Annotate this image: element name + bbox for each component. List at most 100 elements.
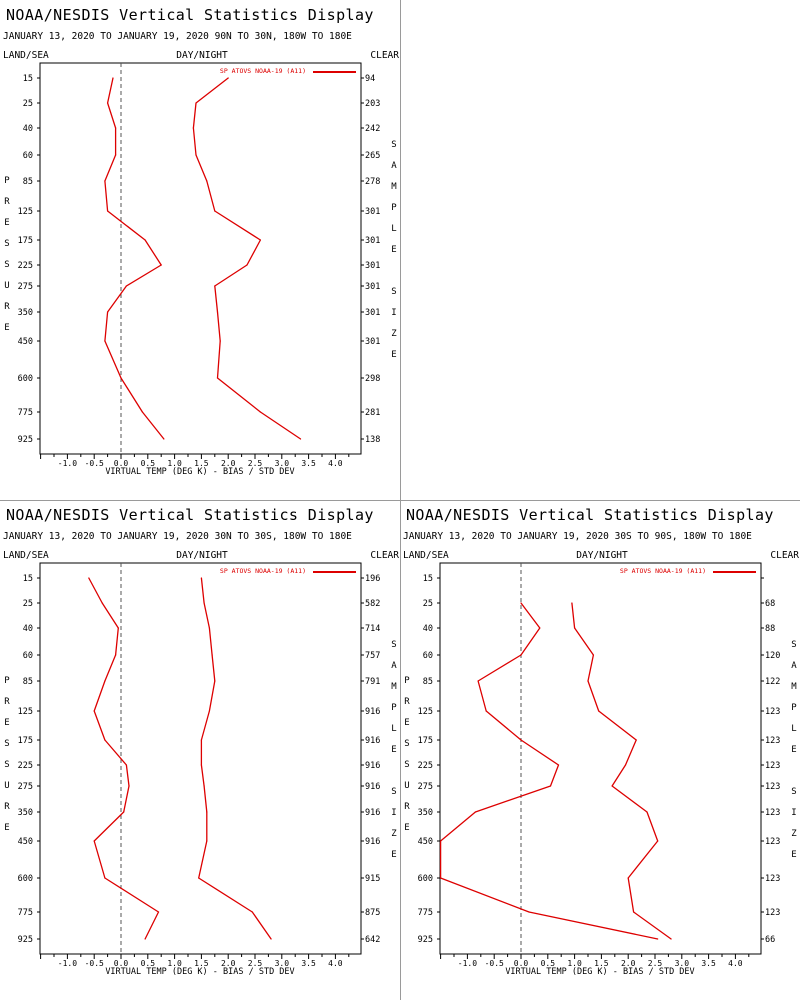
bias-point bbox=[115, 654, 117, 656]
std-dev-point bbox=[216, 311, 219, 313]
panel-3: NOAA/NESDIS Vertical Statistics Display J… bbox=[403, 506, 799, 977]
pressure-level-label: 775 bbox=[418, 908, 433, 918]
pressure-axis-letter: U bbox=[4, 281, 9, 291]
pressure-level-label: 25 bbox=[423, 599, 433, 609]
sample-size-label: 916 bbox=[365, 736, 380, 746]
sample-size-label: 915 bbox=[365, 874, 380, 884]
pressure-level-label: 85 bbox=[23, 677, 33, 687]
sample-size-label: 278 bbox=[365, 177, 380, 187]
x-tick-label: 1.5 bbox=[194, 959, 209, 968]
x-tick-label: -0.5 bbox=[85, 459, 104, 468]
pressure-level-label: 60 bbox=[423, 651, 433, 661]
std-dev-point bbox=[611, 785, 613, 787]
sample-size-label: 916 bbox=[365, 707, 380, 717]
pressure-level-label: 225 bbox=[18, 261, 33, 271]
x-tick-label: 1.0 bbox=[167, 459, 182, 468]
legend-label: SP ATOVS NOAA-19 (A11) bbox=[620, 567, 706, 575]
sample-size-label: 122 bbox=[765, 677, 780, 687]
pressure-level-label: 275 bbox=[418, 782, 433, 792]
std-dev-point bbox=[587, 680, 589, 682]
std-dev-point bbox=[195, 102, 197, 104]
sample-size-axis-letter: A bbox=[391, 161, 397, 171]
panel-1: NOAA/NESDIS Vertical Statistics Display J… bbox=[3, 6, 399, 477]
bias-point bbox=[128, 785, 130, 787]
sample-size-axis-letter: P bbox=[391, 703, 397, 713]
std-dev-point bbox=[206, 811, 208, 813]
sample-size-axis-letter: M bbox=[391, 682, 397, 692]
bias-point bbox=[557, 764, 560, 766]
std-dev-point bbox=[624, 764, 627, 766]
pressure-level-label: 775 bbox=[18, 908, 33, 918]
std-dev-point bbox=[670, 938, 672, 940]
bias-point bbox=[107, 311, 109, 313]
bias-point bbox=[539, 627, 541, 629]
sample-size-label: 791 bbox=[365, 677, 380, 687]
pressure-level-label: 275 bbox=[18, 782, 33, 792]
bias-point bbox=[485, 710, 487, 712]
sample-size-label: 203 bbox=[365, 99, 380, 109]
x-tick-label: 3.0 bbox=[275, 959, 290, 968]
sample-size-label: 281 bbox=[365, 408, 380, 418]
sample-size-axis-letter: I bbox=[391, 808, 396, 818]
pressure-level-label: 40 bbox=[23, 624, 33, 634]
x-tick-label: 1.0 bbox=[167, 959, 182, 968]
sample-size-label: 94 bbox=[365, 74, 375, 84]
sample-size-axis-letter: Z bbox=[391, 829, 397, 839]
bias-line bbox=[104, 77, 165, 440]
pressure-axis-letter: U bbox=[4, 781, 9, 791]
pressure-level-label: 85 bbox=[23, 177, 33, 187]
sample-size-axis-letter: E bbox=[791, 745, 796, 755]
pressure-axis-letter: S bbox=[404, 760, 409, 770]
sample-size-axis-letter: A bbox=[391, 661, 397, 671]
std-dev-point bbox=[208, 627, 211, 629]
pressure-axis-letter: S bbox=[4, 739, 9, 749]
bias-point bbox=[123, 811, 125, 813]
bias-point bbox=[115, 154, 117, 156]
sample-size-label: 88 bbox=[765, 624, 775, 634]
pressure-level-label: 60 bbox=[23, 151, 33, 161]
pressure-axis-letter: R bbox=[4, 197, 10, 207]
sample-size-label: 120 bbox=[765, 651, 780, 661]
pressure-axis-letter: S bbox=[404, 739, 409, 749]
sample-size-axis-letter: L bbox=[391, 224, 396, 234]
std-dev-point bbox=[203, 602, 205, 604]
pressure-level-label: 925 bbox=[18, 935, 33, 945]
sample-size-axis-letter: S bbox=[391, 140, 396, 150]
x-tick-label: 2.5 bbox=[648, 959, 663, 968]
clear-label: CLEAR bbox=[370, 50, 399, 61]
std-dev-point bbox=[227, 77, 229, 79]
std-dev-point bbox=[259, 411, 261, 413]
sample-size-axis-letter: P bbox=[791, 703, 797, 713]
pressure-level-label: 450 bbox=[18, 837, 33, 847]
day-night-label: DAY/NIGHT bbox=[176, 550, 228, 561]
x-tick-label: 2.0 bbox=[221, 459, 236, 468]
sample-size-axis-letter: S bbox=[791, 787, 796, 797]
pressure-level-label: 225 bbox=[418, 761, 433, 771]
bias-point bbox=[163, 438, 165, 440]
sample-size-axis-letter: S bbox=[391, 787, 396, 797]
pressure-level-label: 125 bbox=[18, 207, 33, 217]
std-dev-point bbox=[635, 739, 637, 741]
sample-size-label: 68 bbox=[765, 599, 775, 609]
std-dev-point bbox=[646, 811, 648, 813]
x-tick-label: 3.5 bbox=[301, 959, 316, 968]
land-sea-label: LAND/SEA bbox=[3, 550, 49, 561]
std-dev-point bbox=[203, 785, 205, 787]
pressure-level-label: 350 bbox=[18, 308, 33, 318]
pressure-level-label: 925 bbox=[18, 435, 33, 445]
pressure-axis-letter: R bbox=[404, 697, 410, 707]
x-tick-label: 0.0 bbox=[514, 959, 529, 968]
std-dev-point bbox=[214, 680, 216, 682]
pressure-axis-letter: P bbox=[4, 176, 10, 186]
pressure-axis-letter: P bbox=[4, 676, 10, 686]
x-axis-label: VIRTUAL TEMP (DEG K) - BIAS / STD DEV bbox=[505, 967, 694, 977]
bias-point bbox=[104, 877, 106, 879]
pressure-level-label: 15 bbox=[423, 574, 433, 584]
bias-point bbox=[520, 654, 522, 656]
std-dev-point bbox=[200, 739, 202, 741]
sample-size-label: 123 bbox=[765, 837, 780, 847]
sample-size-label: 123 bbox=[765, 808, 780, 818]
std-dev-point bbox=[627, 877, 629, 879]
std-dev-point bbox=[219, 340, 221, 342]
